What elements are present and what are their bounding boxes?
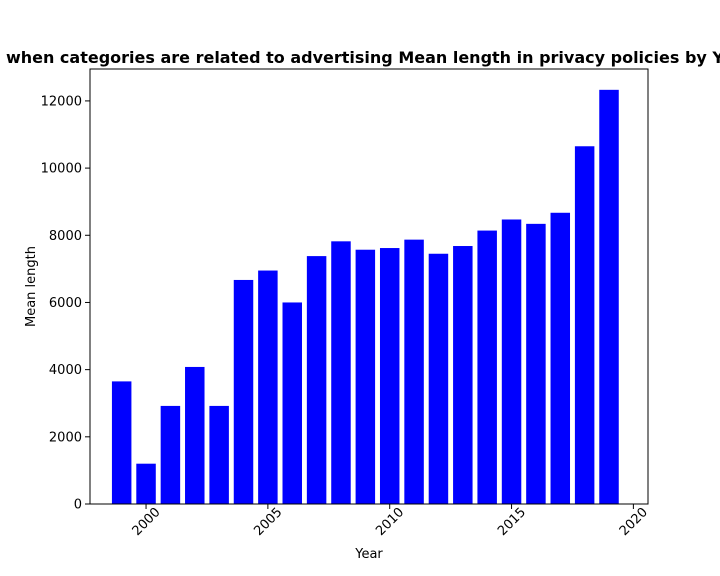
x-tick-label-2000: 2000 bbox=[130, 505, 164, 539]
y-tick-label-4000: 4000 bbox=[49, 363, 82, 378]
plot-frame bbox=[89, 68, 649, 505]
bar-2003 bbox=[209, 405, 229, 504]
x-tick-label-2015: 2015 bbox=[495, 505, 529, 539]
y-tick-label-0: 0 bbox=[74, 498, 82, 513]
x-tick-label-2005: 2005 bbox=[251, 505, 285, 539]
bars-layer bbox=[111, 89, 619, 505]
bar-2015 bbox=[501, 219, 522, 505]
bar-2019 bbox=[599, 89, 619, 504]
bar-2013 bbox=[453, 246, 473, 504]
bar-2011 bbox=[404, 239, 424, 504]
bar-2007 bbox=[306, 256, 327, 504]
bar-2010 bbox=[379, 248, 400, 504]
bar-2001 bbox=[160, 405, 181, 504]
bar-2008 bbox=[331, 241, 351, 504]
bar-2016 bbox=[526, 223, 546, 504]
bar-2005 bbox=[258, 270, 278, 504]
bar-2002 bbox=[185, 366, 205, 504]
bar-2017 bbox=[550, 212, 571, 504]
y-tick-label-8000: 8000 bbox=[49, 229, 82, 244]
y-axis-label: Mean length bbox=[24, 246, 39, 327]
x-axis-label: Year bbox=[354, 547, 383, 562]
chart-title: when categories are related to advertisi… bbox=[6, 48, 720, 67]
bar-2009 bbox=[355, 249, 376, 504]
x-axis: 2000 2005 2010 2015 2020 bbox=[130, 504, 651, 539]
bar-2000 bbox=[136, 463, 156, 504]
bar-2014 bbox=[477, 230, 497, 504]
bar-2006 bbox=[282, 302, 302, 504]
bar-2004 bbox=[233, 279, 254, 504]
bar-1999 bbox=[111, 381, 132, 504]
bar-2018 bbox=[574, 146, 595, 504]
y-axis: 0 2000 4000 6000 8000 10000 12000 bbox=[41, 94, 90, 513]
x-tick-label-2020: 2020 bbox=[617, 505, 651, 539]
y-tick-label-6000: 6000 bbox=[49, 296, 82, 311]
y-tick-label-2000: 2000 bbox=[49, 430, 82, 445]
x-tick-label-2010: 2010 bbox=[373, 505, 407, 539]
y-tick-label-12000: 12000 bbox=[41, 94, 82, 109]
y-tick-label-10000: 10000 bbox=[41, 162, 82, 177]
bar-2012 bbox=[428, 253, 449, 504]
